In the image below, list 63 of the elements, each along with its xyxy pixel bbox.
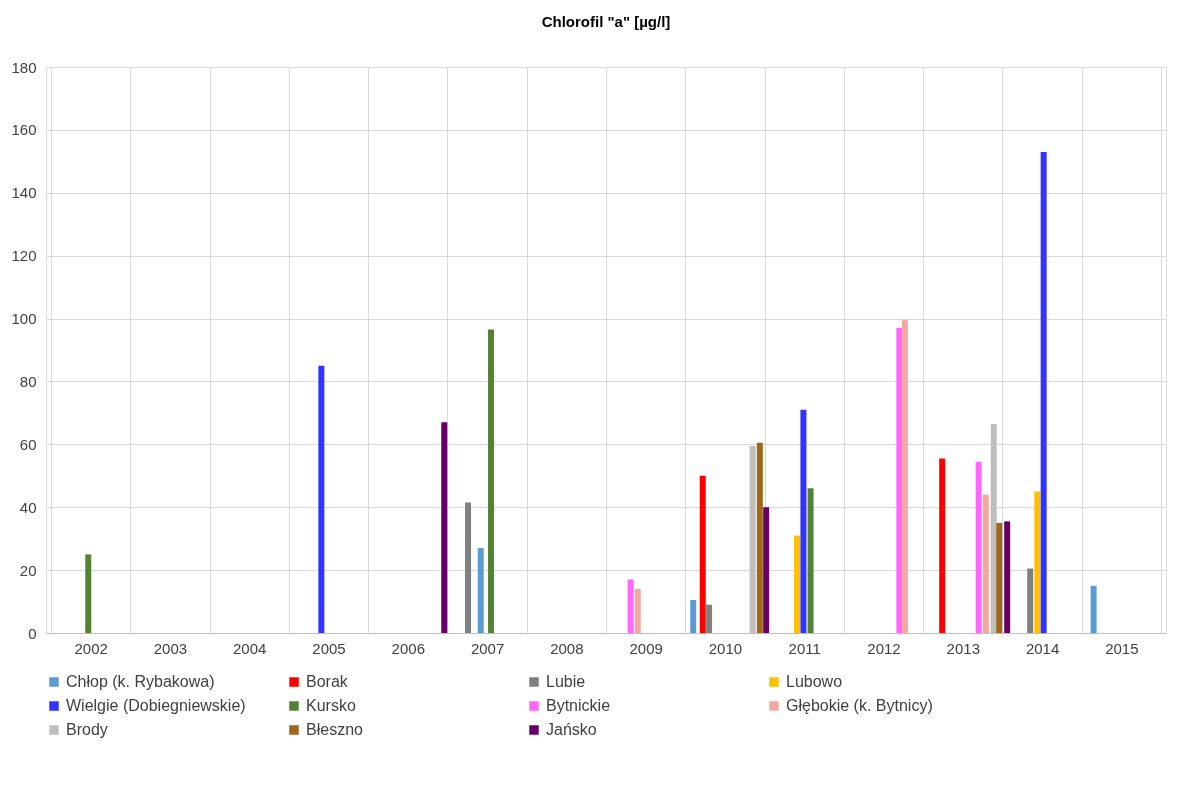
- bar: [690, 599, 697, 633]
- bar: [85, 554, 92, 633]
- legend-label: Chłop (k. Rybakowa): [66, 673, 215, 690]
- bar: [1034, 491, 1041, 633]
- legend-label: Kursko: [306, 697, 356, 714]
- y-tick-label: 80: [19, 372, 37, 390]
- x-tick-label: 2005: [312, 639, 346, 657]
- bar: [975, 461, 982, 633]
- bar: [441, 422, 448, 633]
- bar: [800, 409, 807, 633]
- bar: [982, 494, 989, 633]
- legend-label: Wielgie (Dobiegniewskie): [66, 697, 246, 714]
- y-tick-label: 0: [28, 624, 37, 642]
- bar: [1090, 585, 1097, 633]
- bar: [901, 320, 908, 633]
- x-tick-label: 2007: [470, 639, 505, 657]
- bar: [477, 548, 484, 633]
- bar: [756, 442, 763, 633]
- bar: [763, 507, 770, 633]
- x-tick-label: 2002: [74, 639, 108, 657]
- y-tick-label: 100: [11, 310, 37, 328]
- x-tick-label: 2006: [391, 639, 425, 657]
- bar: [1004, 521, 1011, 633]
- bar: [706, 604, 713, 633]
- bar: [996, 522, 1003, 633]
- bar: [627, 579, 634, 633]
- bar: [794, 535, 801, 633]
- legend-label: Borak: [306, 673, 349, 690]
- legend-label: Brody: [66, 721, 108, 738]
- legend-label: Bytnickie: [546, 697, 611, 714]
- bar: [807, 488, 814, 633]
- bar: [896, 327, 903, 633]
- bar: [1027, 568, 1034, 633]
- bar: [699, 475, 706, 633]
- y-tick-label: 40: [19, 498, 37, 516]
- legend-label: Głębokie (k. Bytnicy): [786, 697, 933, 714]
- bar: [634, 588, 641, 633]
- legend-label: Błeszno: [306, 721, 364, 738]
- legend-label: Lubie: [546, 673, 586, 690]
- y-tick-label: 120: [11, 247, 37, 265]
- y-tick-label: 20: [19, 561, 37, 579]
- x-tick-label: 2009: [629, 639, 663, 657]
- legend-label: Lubowo: [786, 673, 843, 690]
- bar: [1040, 151, 1047, 633]
- bar: [488, 329, 495, 633]
- y-tick-label: 180: [11, 58, 37, 76]
- x-tick-label: 2015: [1105, 639, 1139, 657]
- x-tick-label: 2012: [867, 639, 901, 657]
- x-tick-label: 2003: [153, 639, 188, 657]
- bar: [939, 458, 946, 633]
- y-tick-label: 140: [11, 184, 37, 202]
- y-tick-label: 60: [19, 435, 37, 453]
- x-tick-label: 2014: [1025, 639, 1060, 657]
- x-tick-label: 2010: [708, 639, 743, 657]
- x-tick-label: 2004: [233, 639, 267, 657]
- chart-title: Chlorofil "a" [µg/l]: [541, 13, 671, 30]
- x-tick-label: 2011: [788, 639, 821, 657]
- x-tick-label: 2008: [550, 639, 584, 657]
- x-tick-label: 2013: [946, 639, 980, 657]
- legend-label: Jańsko: [546, 721, 597, 738]
- bar: [318, 365, 325, 633]
- y-tick-label: 160: [11, 121, 37, 139]
- bar: [465, 502, 472, 633]
